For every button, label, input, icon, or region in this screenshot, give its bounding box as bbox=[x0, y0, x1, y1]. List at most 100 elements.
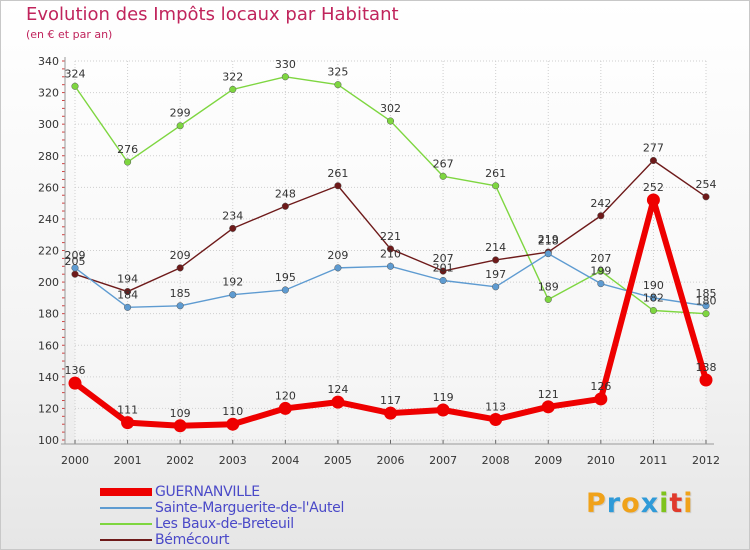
legend: GUERNANVILLE Sainte-Marguerite-de-l'Autel… bbox=[100, 484, 430, 548]
x-tick-label: 2008 bbox=[482, 454, 510, 467]
data-point-sainte-marguerite bbox=[649, 294, 657, 302]
x-tick-label: 2003 bbox=[219, 454, 247, 467]
data-point-sainte-marguerite bbox=[281, 286, 289, 294]
y-tick-label: 180 bbox=[38, 308, 59, 321]
x-tick-label: 2000 bbox=[61, 454, 89, 467]
data-label-baux-de-breteuil: 302 bbox=[380, 102, 401, 115]
logo-letter: t bbox=[669, 488, 684, 519]
data-point-sainte-marguerite bbox=[492, 283, 500, 291]
data-label-sainte-marguerite: 209 bbox=[65, 249, 86, 262]
y-tick-label: 160 bbox=[38, 339, 59, 352]
data-label-baux-de-breteuil: 325 bbox=[327, 66, 348, 79]
data-label-guernanville: 119 bbox=[433, 391, 454, 404]
data-point-guernanville bbox=[594, 392, 608, 406]
y-tick-label: 200 bbox=[38, 276, 59, 289]
data-point-bemecourt bbox=[71, 270, 79, 278]
y-tick-label: 340 bbox=[38, 55, 59, 68]
x-tick-label: 2007 bbox=[429, 454, 457, 467]
data-label-baux-de-breteuil: 207 bbox=[590, 252, 611, 265]
proxiti-logo: Proxiti bbox=[586, 488, 694, 519]
data-point-sainte-marguerite bbox=[229, 291, 237, 299]
data-point-baux-de-breteuil bbox=[229, 85, 237, 93]
logo-letter: P bbox=[586, 488, 607, 519]
data-label-guernanville: 111 bbox=[117, 404, 138, 417]
data-point-bemecourt bbox=[334, 182, 342, 190]
data-point-guernanville bbox=[436, 403, 450, 417]
data-label-bemecourt: 194 bbox=[117, 273, 138, 286]
legend-swatch bbox=[100, 507, 152, 509]
data-point-guernanville bbox=[384, 406, 397, 420]
data-label-baux-de-breteuil: 299 bbox=[170, 107, 191, 120]
data-label-bemecourt: 234 bbox=[222, 209, 243, 222]
y-tick-label: 320 bbox=[38, 87, 59, 100]
data-label-guernanville: 138 bbox=[696, 361, 717, 374]
data-point-baux-de-breteuil bbox=[544, 295, 552, 304]
data-label-baux-de-breteuil: 330 bbox=[275, 58, 296, 71]
data-label-bemecourt: 254 bbox=[696, 178, 717, 191]
data-point-guernanville bbox=[278, 401, 292, 415]
data-label-bemecourt: 261 bbox=[327, 167, 348, 180]
data-point-baux-de-breteuil bbox=[386, 117, 395, 125]
data-label-bemecourt: 207 bbox=[433, 252, 454, 265]
data-label-sainte-marguerite: 185 bbox=[170, 287, 191, 300]
data-point-sainte-marguerite bbox=[71, 264, 79, 272]
x-tick-label: 2011 bbox=[639, 454, 667, 467]
data-label-bemecourt: 214 bbox=[485, 241, 506, 254]
data-point-bemecourt bbox=[492, 256, 500, 264]
data-label-sainte-marguerite: 199 bbox=[590, 265, 611, 278]
data-label-guernanville: 124 bbox=[327, 383, 348, 396]
legend-item-bemecourt: Bémécourt bbox=[100, 532, 430, 548]
legend-swatch bbox=[100, 488, 152, 496]
data-point-sainte-marguerite bbox=[439, 276, 447, 285]
legend-swatch bbox=[100, 539, 152, 541]
data-point-guernanville bbox=[68, 376, 82, 390]
data-point-baux-de-breteuil bbox=[124, 158, 132, 166]
legend-label: Les Baux-de-Breteuil bbox=[155, 516, 294, 532]
legend-swatch bbox=[100, 523, 152, 525]
data-point-baux-de-breteuil bbox=[649, 306, 657, 315]
y-tick-label: 220 bbox=[38, 245, 59, 258]
data-label-bemecourt: 205 bbox=[65, 255, 86, 268]
data-point-guernanville bbox=[226, 417, 240, 431]
data-label-sainte-marguerite: 209 bbox=[327, 249, 348, 262]
data-point-sainte-marguerite bbox=[334, 264, 342, 272]
data-point-sainte-marguerite bbox=[597, 280, 605, 288]
data-point-guernanville bbox=[173, 419, 187, 433]
data-point-guernanville bbox=[541, 400, 555, 414]
data-label-baux-de-breteuil: 180 bbox=[696, 295, 717, 308]
x-tick-label: 2002 bbox=[166, 454, 194, 467]
x-tick-label: 2010 bbox=[587, 454, 615, 467]
data-label-sainte-marguerite: 201 bbox=[433, 262, 454, 275]
y-tick-label: 300 bbox=[38, 118, 59, 131]
data-point-guernanville bbox=[646, 193, 660, 207]
logo-letter: i bbox=[659, 488, 670, 519]
data-point-bemecourt bbox=[597, 212, 605, 220]
legend-label: Bémécourt bbox=[155, 532, 230, 548]
x-tick-label: 2006 bbox=[377, 454, 405, 467]
data-label-sainte-marguerite: 190 bbox=[643, 279, 664, 292]
y-tick-label: 120 bbox=[38, 402, 59, 415]
data-label-baux-de-breteuil: 267 bbox=[433, 157, 454, 170]
data-label-bemecourt: 209 bbox=[170, 249, 191, 262]
data-label-bemecourt: 277 bbox=[643, 141, 664, 154]
data-point-bemecourt bbox=[649, 156, 657, 165]
data-label-guernanville: 113 bbox=[485, 400, 506, 413]
logo-letter: r bbox=[606, 488, 622, 519]
data-label-sainte-marguerite: 195 bbox=[275, 271, 296, 284]
x-tick-label: 2005 bbox=[324, 454, 352, 467]
data-label-guernanville: 126 bbox=[590, 380, 611, 393]
data-point-guernanville bbox=[489, 412, 503, 426]
data-point-bemecourt bbox=[702, 193, 710, 201]
legend-item-sainte-marguerite: Sainte-Marguerite-de-l'Autel bbox=[100, 500, 430, 516]
data-label-sainte-marguerite: 197 bbox=[485, 268, 506, 281]
data-label-baux-de-breteuil: 182 bbox=[643, 292, 664, 305]
data-point-guernanville bbox=[331, 395, 345, 409]
data-point-bemecourt bbox=[124, 288, 132, 296]
data-point-sainte-marguerite bbox=[544, 250, 552, 258]
x-tick-label: 2004 bbox=[271, 454, 299, 467]
data-label-sainte-marguerite: 185 bbox=[696, 287, 717, 300]
data-point-baux-de-breteuil bbox=[702, 310, 710, 318]
data-label-sainte-marguerite: 210 bbox=[380, 247, 401, 260]
data-point-bemecourt bbox=[281, 202, 289, 210]
